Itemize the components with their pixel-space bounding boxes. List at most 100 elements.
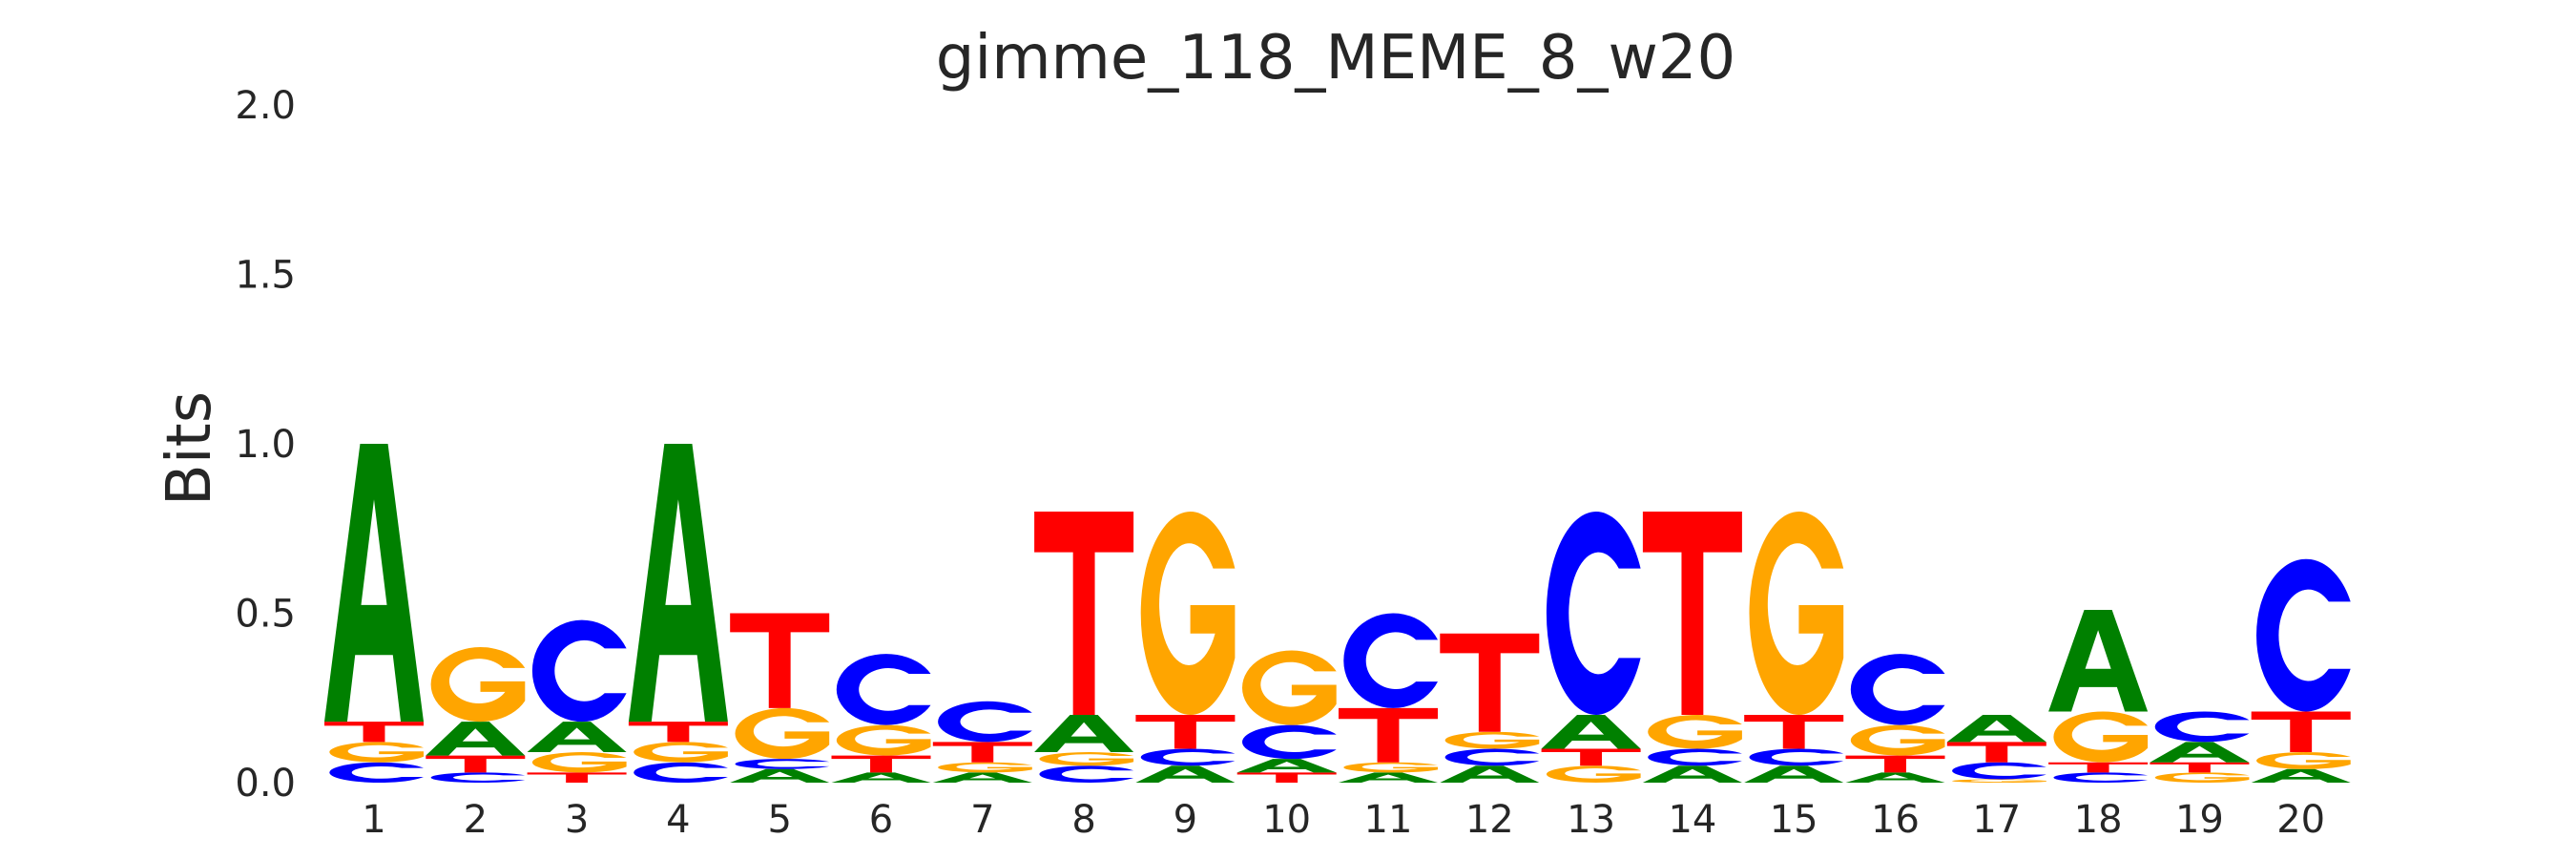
letter-C bbox=[836, 654, 931, 725]
x-tick-label: 13 bbox=[1567, 798, 1615, 842]
letter-G bbox=[1444, 731, 1540, 749]
letter-A bbox=[2048, 609, 2149, 712]
y-tick-label: 1.0 bbox=[235, 423, 296, 467]
letter-C bbox=[735, 759, 830, 769]
letter-T bbox=[2048, 762, 2149, 773]
letter-T bbox=[831, 755, 931, 773]
letter-stack bbox=[1845, 654, 1945, 783]
letter-A bbox=[324, 444, 424, 723]
letter-T bbox=[628, 722, 728, 743]
x-tick-label: 11 bbox=[1364, 798, 1413, 842]
letter-T bbox=[527, 772, 627, 783]
letter-stack bbox=[527, 619, 627, 783]
letter-A bbox=[1135, 765, 1236, 783]
letter-stack bbox=[628, 444, 728, 783]
letter-stack bbox=[2150, 711, 2250, 783]
letter-C bbox=[2154, 711, 2250, 743]
letter-stack bbox=[426, 647, 526, 783]
letter-stack bbox=[932, 701, 1032, 783]
y-axis-label: Bits bbox=[155, 391, 225, 506]
letter-G bbox=[1850, 724, 1945, 756]
letter-G bbox=[2154, 772, 2250, 783]
letter-A bbox=[628, 444, 728, 723]
letter-C bbox=[1749, 748, 1844, 766]
letter-T bbox=[426, 755, 526, 773]
x-tick-label: 19 bbox=[2175, 798, 2224, 842]
letter-T bbox=[2251, 711, 2351, 753]
letter-T bbox=[2150, 762, 2250, 773]
letter-G bbox=[1952, 779, 2046, 783]
letter-stack bbox=[1135, 512, 1236, 783]
letter-stack bbox=[730, 613, 830, 783]
letter-T bbox=[1034, 512, 1134, 715]
letter-T bbox=[1440, 633, 1540, 732]
letter-stack bbox=[1440, 633, 1540, 783]
x-tick-label: 12 bbox=[1465, 798, 1514, 842]
letter-G bbox=[1039, 752, 1134, 766]
letter-G bbox=[1648, 715, 1742, 749]
letter-C bbox=[938, 701, 1032, 743]
letter-G bbox=[836, 724, 931, 756]
chart-title: gimme_118_MEME_8_w20 bbox=[936, 23, 1735, 94]
y-tick-label: 2.0 bbox=[235, 84, 296, 128]
letter-G bbox=[1546, 765, 1641, 783]
y-axis-ticks: 0.0 0.5 1.0 1.5 2.0 bbox=[235, 84, 296, 806]
letter-stack bbox=[1541, 512, 1641, 783]
letter-C bbox=[1850, 654, 1945, 725]
x-tick-label: 10 bbox=[1262, 798, 1311, 842]
x-tick-label: 18 bbox=[2074, 798, 2123, 842]
x-tick-label: 8 bbox=[1071, 798, 1095, 842]
letter-A bbox=[1744, 765, 1844, 783]
x-tick-label: 1 bbox=[362, 798, 385, 842]
letter-T bbox=[324, 722, 424, 743]
letter-A bbox=[1845, 772, 1945, 783]
letter-A bbox=[1541, 715, 1641, 749]
letter-A bbox=[2150, 742, 2250, 763]
letter-A bbox=[1236, 759, 1337, 773]
letter-stacks bbox=[324, 444, 2351, 783]
x-tick-label: 9 bbox=[1174, 798, 1197, 842]
letter-T bbox=[1744, 715, 1844, 749]
letter-stack bbox=[324, 444, 424, 783]
letter-A bbox=[1642, 765, 1742, 783]
letter-stack bbox=[1744, 512, 1844, 783]
letter-stack bbox=[1034, 512, 1134, 783]
x-tick-label: 4 bbox=[666, 798, 690, 842]
x-tick-label: 6 bbox=[869, 798, 893, 842]
letter-C bbox=[1444, 748, 1540, 766]
letter-C bbox=[1242, 724, 1337, 760]
y-tick-label: 0.5 bbox=[235, 593, 296, 637]
letter-G bbox=[1140, 512, 1236, 715]
x-tick-label: 7 bbox=[970, 798, 994, 842]
x-tick-label: 3 bbox=[565, 798, 589, 842]
letter-stack bbox=[1339, 613, 1438, 783]
letter-C bbox=[531, 619, 627, 723]
letter-A bbox=[426, 722, 526, 756]
letter-A bbox=[1440, 765, 1540, 783]
letter-stack bbox=[1946, 715, 2046, 783]
letter-stack bbox=[831, 654, 931, 783]
letter-C bbox=[2256, 558, 2351, 712]
letter-C bbox=[1648, 748, 1742, 766]
letter-C bbox=[1952, 762, 2046, 780]
letter-C bbox=[1546, 512, 1641, 715]
letter-G bbox=[634, 742, 728, 763]
letter-G bbox=[430, 647, 526, 723]
letter-T bbox=[1339, 707, 1438, 763]
letter-C bbox=[1140, 748, 1236, 766]
letter-A bbox=[2251, 768, 2351, 783]
letter-C bbox=[634, 762, 728, 783]
letter-T bbox=[1236, 772, 1337, 783]
letter-G bbox=[2053, 711, 2149, 763]
x-tick-label: 16 bbox=[1871, 798, 1920, 842]
letter-C bbox=[430, 772, 526, 783]
letter-G bbox=[2256, 752, 2351, 769]
y-tick-label: 0.0 bbox=[235, 762, 296, 806]
letter-A bbox=[831, 772, 931, 783]
letter-T bbox=[932, 742, 1032, 763]
x-tick-label: 14 bbox=[1668, 798, 1716, 842]
letter-T bbox=[1845, 755, 1945, 773]
x-tick-label: 20 bbox=[2276, 798, 2325, 842]
letter-C bbox=[2053, 772, 2149, 783]
